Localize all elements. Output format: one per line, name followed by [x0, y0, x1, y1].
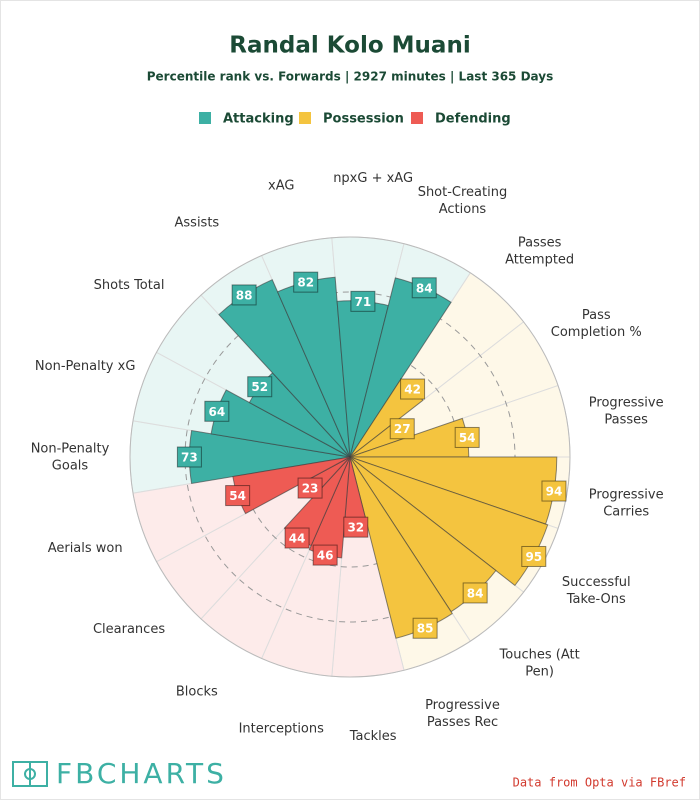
outer-ring: [129, 236, 571, 678]
category-label: Shot-Creating Actions: [418, 185, 508, 217]
category-label: Tackles: [349, 729, 397, 744]
value-label-text: 54: [229, 489, 246, 503]
value-label: 82: [293, 271, 319, 293]
category-label: Progressive Carries: [589, 487, 664, 519]
value-label-box: [411, 277, 437, 299]
value-label-box: [293, 271, 319, 293]
chart-title: Randal Kolo Muani: [229, 33, 470, 59]
legend-label: Possession: [323, 112, 404, 127]
value-label-box: [350, 290, 376, 312]
legend-swatch: [411, 112, 423, 124]
category-label: Blocks: [176, 684, 218, 699]
category-label: Shots Total: [94, 278, 165, 293]
source-note: Data from Opta via FBref: [513, 776, 686, 790]
value-label: 46: [312, 544, 338, 566]
value-label-text: 42: [404, 383, 421, 397]
value-label-text: 71: [355, 295, 372, 309]
value-label-box: [389, 418, 415, 440]
value-label-text: 32: [347, 521, 364, 535]
value-label: 84: [462, 582, 488, 604]
value-label: 44: [284, 527, 310, 549]
value-label-box: [176, 446, 202, 468]
value-label: 27: [389, 418, 415, 440]
value-label-text: 64: [208, 405, 225, 419]
value-label-box: [454, 426, 480, 448]
legend-label: Attacking: [223, 112, 294, 127]
value-label-box: [204, 400, 230, 422]
category-label: npxG + xAG: [333, 170, 413, 185]
value-label-box: [297, 477, 323, 499]
value-label-text: 84: [467, 586, 484, 600]
value-label-text: 88: [236, 288, 253, 302]
value-label-box: [231, 284, 257, 306]
legend-swatch: [199, 112, 211, 124]
category-label: Touches (Att Pen): [499, 647, 580, 679]
category-label: Clearances: [93, 621, 165, 636]
value-label-box: [247, 376, 273, 398]
value-label: 73: [176, 446, 202, 468]
value-label-text: 84: [416, 281, 433, 295]
category-label: Non-Penalty xG: [35, 359, 136, 374]
value-label-box: [521, 545, 547, 567]
value-label-text: 54: [459, 431, 476, 445]
value-label-box: [225, 485, 251, 507]
category-label: Progressive Passes Rec: [425, 697, 500, 729]
value-label: 84: [411, 277, 437, 299]
value-label: 71: [350, 290, 376, 312]
category-label: Successful Take-Ons: [562, 574, 631, 606]
category-label: xAG: [268, 178, 294, 193]
value-label-box: [284, 527, 310, 549]
value-label: 85: [412, 617, 438, 639]
value-label-box: [541, 480, 567, 502]
value-label-text: 95: [525, 550, 542, 564]
value-label-text: 85: [417, 622, 434, 636]
value-label-text: 44: [289, 532, 306, 546]
legend-swatch: [299, 112, 311, 124]
value-label-text: 73: [181, 451, 198, 465]
value-label-text: 52: [251, 380, 268, 394]
value-label-box: [462, 582, 488, 604]
value-label-text: 46: [317, 549, 334, 563]
category-label: Assists: [175, 215, 220, 230]
chart-subtitle: Percentile rank vs. Forwards | 2927 minu…: [147, 70, 554, 84]
value-label-box: [312, 544, 338, 566]
value-label: 32: [343, 516, 369, 538]
value-label-text: 82: [297, 276, 314, 290]
value-label: 95: [521, 545, 547, 567]
category-label: Interceptions: [239, 721, 325, 736]
logo-icon-circle: [24, 768, 36, 780]
value-label-box: [412, 617, 438, 639]
value-label: 88: [231, 284, 257, 306]
category-label: Progressive Passes: [589, 395, 664, 427]
value-label-text: 27: [394, 422, 411, 436]
value-label: 94: [541, 480, 567, 502]
value-label: 54: [225, 485, 251, 507]
category-label: Aerials won: [48, 540, 123, 555]
value-label: 64: [204, 400, 230, 422]
value-label: 42: [400, 378, 426, 400]
value-label-box: [400, 378, 426, 400]
category-label: Pass Completion %: [551, 308, 642, 340]
legend-label: Defending: [435, 112, 511, 127]
category-label: Passes Attempted: [505, 235, 574, 267]
value-label: 54: [454, 426, 480, 448]
value-label-text: 94: [546, 485, 563, 499]
value-label: 23: [297, 477, 323, 499]
brand: FBCHARTS: [56, 757, 227, 790]
footer-logo: FBCHARTS: [12, 757, 227, 790]
value-label-box: [343, 516, 369, 538]
category-label: Non-Penalty Goals: [31, 441, 110, 473]
value-label-text: 23: [302, 482, 319, 496]
value-label: 52: [247, 376, 273, 398]
